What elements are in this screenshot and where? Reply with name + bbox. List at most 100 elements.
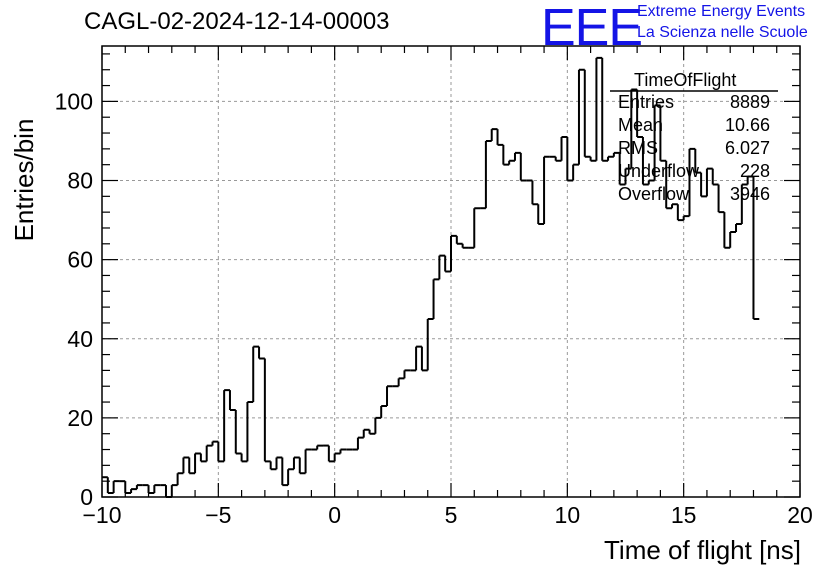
y-tick-label: 0 [80, 484, 93, 510]
stats-label: Overflow [618, 184, 690, 204]
y-tick-label: 80 [67, 168, 93, 194]
histogram-bin [438, 254, 446, 280]
histogram-bin [566, 136, 574, 182]
x-tick-label: 10 [555, 502, 581, 528]
stats-value: 8889 [729, 92, 770, 112]
histogram-bin [403, 369, 411, 379]
histogram-bin [665, 160, 673, 210]
histogram-bin [729, 230, 737, 248]
histogram-bin [211, 440, 219, 446]
stats-value: 6.027 [724, 138, 770, 158]
histogram-bin [112, 480, 120, 494]
histogram-bin [653, 104, 661, 181]
histogram-bin [560, 135, 568, 161]
histogram-bin [426, 317, 434, 371]
histogram-bin [287, 468, 294, 486]
histogram-bin [316, 444, 324, 450]
histogram-bin [217, 441, 225, 463]
histogram-bin [240, 453, 248, 463]
histogram-bin [130, 488, 137, 494]
histogram-bin [595, 56, 603, 161]
histogram-bin [694, 148, 702, 174]
stats-value: 3946 [729, 184, 770, 204]
histogram-bin [682, 215, 690, 221]
stats-box-title: TimeOfFlight [634, 70, 737, 90]
x-tick-label: −5 [205, 502, 231, 528]
histogram-bin [711, 168, 719, 186]
histogram-bin [659, 105, 667, 162]
logo-line-2: La Scienza nelle Scuole [637, 24, 808, 41]
stats-value: 10.66 [724, 115, 770, 135]
histogram-bin [356, 436, 364, 450]
histogram-bin [641, 136, 649, 186]
histogram-bin [380, 405, 388, 418]
histogram-bin [339, 448, 347, 454]
histogram-bin [199, 453, 207, 463]
histogram-bin [461, 243, 469, 249]
histogram-bin [647, 179, 655, 185]
histogram-bin [735, 223, 742, 232]
histogram-bin [234, 409, 242, 455]
histogram-bin [572, 163, 579, 181]
stats-value: 228 [739, 161, 770, 181]
histogram-bin [153, 484, 161, 494]
stats-label: Underflow [618, 161, 700, 181]
histogram-bin [473, 207, 481, 248]
histogram-bin [583, 69, 591, 158]
eee-logo: EEE [541, 0, 643, 57]
histogram-bin [327, 445, 335, 463]
histogram-bin [630, 88, 638, 169]
histogram-bin [135, 484, 143, 490]
histogram-bin [601, 57, 609, 162]
histogram-bin [263, 358, 271, 463]
x-axis-label: Time of flight [ns] [604, 535, 801, 565]
histogram-bin [333, 452, 341, 462]
histogram-bin [740, 183, 748, 225]
stats-label: Mean [618, 115, 664, 135]
histogram-bin [205, 444, 213, 462]
stats-label: Entries [618, 92, 675, 112]
y-tick-label: 100 [55, 88, 93, 114]
x-axis: −10 −5 0 5 10 15 20 [82, 46, 813, 528]
histogram-bin [420, 346, 428, 372]
histogram-bin [194, 452, 201, 474]
histogram-bin [281, 457, 289, 487]
histogram-bin [519, 152, 527, 182]
histogram-bin [258, 346, 265, 360]
x-tick-label: 15 [671, 502, 697, 528]
histogram-bin [170, 484, 178, 497]
histogram-bin [304, 448, 312, 474]
histogram-bin [543, 155, 550, 225]
y-tick-label: 20 [67, 405, 93, 431]
histogram-bin [455, 235, 463, 245]
y-tick-label: 60 [67, 247, 93, 273]
histogram-bin [374, 416, 382, 434]
x-tick-label: 20 [787, 502, 813, 528]
histogram-bin [176, 472, 184, 486]
histogram-bin [397, 377, 405, 387]
y-tick-label: 40 [67, 326, 93, 352]
histogram-bin [717, 184, 725, 214]
histogram-bin [496, 129, 504, 146]
histogram-bin [531, 180, 539, 206]
histogram-bin [636, 89, 643, 138]
histogram-bin [705, 167, 713, 197]
histogram-bin [368, 429, 376, 435]
histogram-bin [223, 389, 230, 462]
y-axis-label: Entries/bin [9, 119, 39, 242]
x-tick-label: −10 [82, 502, 121, 528]
histogram-bin [607, 155, 614, 161]
logo-line-1: Extreme Energy Events [637, 3, 806, 20]
histogram-bin [386, 385, 393, 407]
histogram-bin [228, 390, 236, 411]
y-axis: 0 20 40 60 80 100 [55, 53, 800, 510]
histogram-bin [752, 176, 760, 320]
histogram-bin [106, 477, 114, 495]
x-tick-label: 5 [445, 502, 458, 528]
histogram-bin [432, 278, 440, 319]
histogram-bin [484, 139, 492, 209]
histogram-bin [618, 152, 626, 186]
x-tick-label: 0 [328, 502, 341, 528]
histogram-bin [577, 68, 585, 165]
